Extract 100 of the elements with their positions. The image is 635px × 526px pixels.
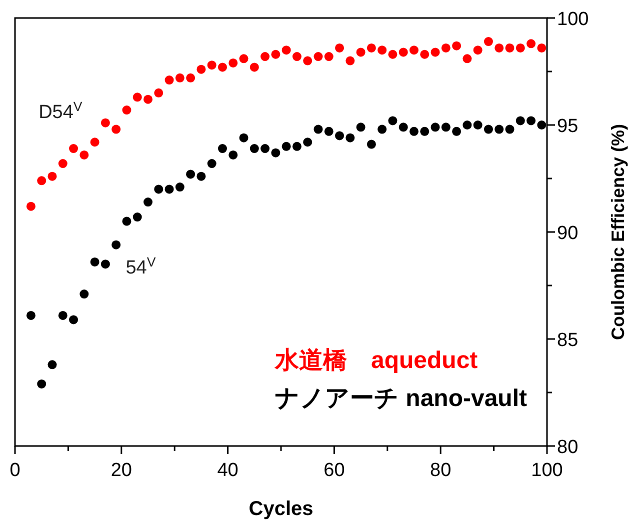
point xyxy=(420,126,430,136)
point xyxy=(154,88,164,98)
point xyxy=(90,138,100,147)
x-tick-label: 0 xyxy=(10,460,20,481)
point xyxy=(292,52,302,62)
point xyxy=(80,290,89,299)
point xyxy=(260,144,270,154)
point xyxy=(26,202,36,211)
point xyxy=(175,182,184,192)
annotation: 54$^{V}$ xyxy=(126,254,156,278)
point xyxy=(48,360,57,370)
y-tick-label: 80 xyxy=(557,437,578,458)
point xyxy=(462,54,472,64)
point xyxy=(314,52,323,62)
point xyxy=(484,124,493,134)
point xyxy=(366,140,376,149)
point xyxy=(260,52,270,62)
point xyxy=(100,260,110,269)
point xyxy=(388,116,398,126)
point xyxy=(346,133,355,142)
point xyxy=(452,41,462,50)
point xyxy=(473,46,482,55)
point xyxy=(516,116,525,126)
point xyxy=(537,43,546,52)
point xyxy=(58,159,68,168)
point xyxy=(473,120,482,130)
point xyxy=(144,198,152,207)
point xyxy=(37,379,46,388)
point xyxy=(69,144,78,154)
point xyxy=(175,73,184,82)
point xyxy=(366,43,376,52)
point xyxy=(505,124,514,134)
point xyxy=(271,50,280,59)
legend: 水道橋 aqueduct ナノアーチ nano-vault xyxy=(274,347,527,412)
point xyxy=(324,52,334,62)
point xyxy=(430,122,440,132)
point xyxy=(346,56,355,66)
point xyxy=(186,73,196,82)
point xyxy=(303,138,312,147)
x-axis-title: Cycles xyxy=(248,498,314,520)
point xyxy=(398,122,408,132)
point xyxy=(207,60,216,70)
point xyxy=(271,148,280,158)
point xyxy=(218,144,227,154)
point xyxy=(250,144,259,154)
point xyxy=(494,124,504,134)
point xyxy=(250,62,259,72)
point xyxy=(398,48,408,57)
point xyxy=(526,116,536,126)
point xyxy=(484,37,493,46)
point xyxy=(324,126,334,136)
point xyxy=(505,43,514,52)
point xyxy=(196,64,206,74)
point xyxy=(122,106,132,115)
point xyxy=(69,315,78,324)
point xyxy=(228,58,238,68)
point xyxy=(164,76,174,85)
point xyxy=(80,150,89,160)
point xyxy=(58,310,68,320)
point xyxy=(356,48,366,57)
x-tick-label: 60 xyxy=(324,460,345,481)
point xyxy=(186,170,196,179)
x-tick-label: 20 xyxy=(110,460,132,481)
point xyxy=(144,94,152,104)
point xyxy=(410,126,418,136)
y-tick-label: 90 xyxy=(557,223,578,244)
point xyxy=(164,184,174,194)
point xyxy=(292,142,302,151)
point xyxy=(122,216,132,226)
point xyxy=(494,43,504,52)
point xyxy=(335,43,344,52)
point xyxy=(410,46,418,55)
point xyxy=(26,310,36,320)
y-tick-label: 95 xyxy=(557,116,578,137)
point xyxy=(154,184,164,194)
point xyxy=(48,172,57,181)
point xyxy=(282,46,291,55)
x-tick-label: 40 xyxy=(217,460,238,481)
point xyxy=(90,257,100,266)
point xyxy=(207,159,216,168)
point xyxy=(516,43,525,52)
point xyxy=(537,120,546,130)
point xyxy=(388,50,398,59)
point xyxy=(452,126,462,136)
point xyxy=(430,48,440,57)
point xyxy=(218,62,227,72)
point xyxy=(239,133,248,142)
point xyxy=(239,54,248,64)
point xyxy=(303,56,312,66)
point xyxy=(37,176,46,186)
point xyxy=(356,122,366,132)
point xyxy=(420,50,430,59)
point xyxy=(112,240,121,250)
point xyxy=(132,92,142,102)
point xyxy=(100,118,110,128)
point xyxy=(112,124,121,134)
y-tick-label: 85 xyxy=(557,330,578,351)
annotation: D54$^{V}$ xyxy=(38,98,82,123)
point xyxy=(314,124,323,134)
point xyxy=(378,46,387,55)
